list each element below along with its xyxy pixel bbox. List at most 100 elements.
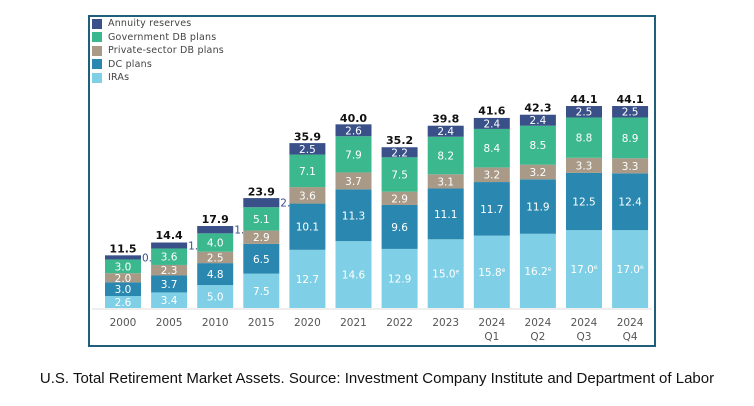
data-label: 7.1 xyxy=(299,166,316,178)
bar-segment-iras xyxy=(289,249,326,308)
legend-swatch xyxy=(92,32,102,43)
chart-frame-left xyxy=(88,15,90,347)
data-label: 3.6 xyxy=(299,190,316,202)
bar-segment-annuity-reserves xyxy=(335,124,372,137)
total-label: 11.5 xyxy=(109,242,136,255)
x-tick-label: Q1 xyxy=(484,331,499,343)
data-label: 2.5 xyxy=(207,252,224,264)
bar-segment-government-db-plans xyxy=(381,157,418,192)
bar-segment-iras xyxy=(612,230,649,308)
x-tick-label: 2024 xyxy=(525,317,552,329)
data-label: 8.2 xyxy=(437,150,454,162)
legend-item: Government DB plans xyxy=(92,31,224,45)
x-tick-label: 2022 xyxy=(386,317,413,329)
bar-segment-iras xyxy=(151,292,188,308)
data-label: 17.0e xyxy=(617,264,644,276)
bar-segment-iras xyxy=(519,233,556,308)
x-tick-label: 2015 xyxy=(248,317,275,329)
bar-segment-government-db-plans xyxy=(243,207,280,231)
bar-segment-annuity-reserves xyxy=(427,125,464,137)
data-label: 7.9 xyxy=(345,149,362,161)
total-label: 39.8 xyxy=(432,113,459,126)
bar-segment-private-sector-db-plans xyxy=(197,251,234,264)
legend-item: DC plans xyxy=(92,58,224,72)
bar-segment-private-sector-db-plans xyxy=(151,264,188,276)
legend: Annuity reserves Government DB plans Priva… xyxy=(92,17,224,85)
x-tick-label: Q2 xyxy=(530,331,545,343)
data-label: 9.6 xyxy=(391,222,408,234)
bar-segment-dc-plans xyxy=(473,182,510,236)
data-label: 16.2e xyxy=(524,266,551,278)
x-tick-label: 2024 xyxy=(478,317,505,329)
bar-segment-annuity-reserves xyxy=(151,242,188,249)
data-label: 15.0e xyxy=(432,269,459,281)
bar-segment-dc-plans xyxy=(612,173,649,231)
chart-caption: U.S. Total Retirement Market Assets. Sou… xyxy=(39,370,715,387)
x-tick-label: Q3 xyxy=(577,331,592,343)
bar-segment-private-sector-db-plans xyxy=(519,164,556,180)
x-tick-label: 2023 xyxy=(432,317,459,329)
data-label: 8.5 xyxy=(530,140,547,152)
bar-segment-iras xyxy=(197,285,234,308)
legend-label: Government DB plans xyxy=(108,31,217,43)
bar-segment-dc-plans xyxy=(243,243,280,274)
bar-segment-iras xyxy=(566,230,602,308)
chart-frame xyxy=(88,15,656,347)
bar-segment-government-db-plans xyxy=(335,136,372,173)
data-label: 3.3 xyxy=(622,161,639,173)
data-label: 15.8e xyxy=(478,267,505,279)
data-label: 7.5 xyxy=(253,286,270,298)
data-label: 3.7 xyxy=(345,176,362,188)
bar-segment-iras xyxy=(335,241,372,308)
data-label: 2.9 xyxy=(253,232,270,244)
bar-segment-private-sector-db-plans xyxy=(381,191,418,205)
x-tick-label: 2000 xyxy=(110,317,137,329)
total-label: 14.4 xyxy=(156,229,183,242)
bar-segment-annuity-reserves xyxy=(105,255,141,260)
bar-segment-private-sector-db-plans xyxy=(335,172,372,190)
bar-segment-private-sector-db-plans xyxy=(427,174,464,189)
bar-segment-iras xyxy=(427,239,464,308)
legend-label: DC plans xyxy=(108,58,153,70)
bar-segment-government-db-plans xyxy=(566,117,602,158)
bar-segment-private-sector-db-plans xyxy=(289,187,326,204)
total-label: 44.1 xyxy=(570,93,597,106)
legend-swatch xyxy=(92,59,102,70)
bar-segment-dc-plans xyxy=(197,263,234,286)
bar-segment-private-sector-db-plans xyxy=(566,157,602,173)
x-tick-label: 2024 xyxy=(617,317,644,329)
data-label: 10.1 xyxy=(296,222,319,234)
bar-segment-dc-plans xyxy=(289,203,326,250)
data-label: 3.0 xyxy=(115,261,132,273)
total-label: 17.9 xyxy=(202,213,229,226)
x-tick-label: Q4 xyxy=(623,331,638,343)
legend-swatch xyxy=(92,72,102,83)
bar-segment-annuity-reserves xyxy=(473,117,510,129)
data-label: 2.0 xyxy=(115,273,132,285)
total-label: 44.1 xyxy=(617,93,644,106)
legend-label: IRAs xyxy=(108,72,130,84)
legend-swatch xyxy=(92,18,102,29)
total-label: 42.3 xyxy=(524,101,551,114)
legend-label: Annuity reserves xyxy=(108,18,192,30)
bar-segment-annuity-reserves xyxy=(566,106,602,118)
legend-item: Private-sector DB plans xyxy=(92,44,224,58)
data-label: 3.2 xyxy=(483,170,500,182)
data-label: 2.9 xyxy=(391,193,408,205)
legend-item: IRAs xyxy=(92,71,224,85)
x-tick-label: 2020 xyxy=(294,317,321,329)
total-label: 23.9 xyxy=(248,186,275,199)
bar-segment-dc-plans xyxy=(566,172,602,231)
bar-segment-iras xyxy=(243,273,280,308)
bar-segment-annuity-reserves xyxy=(381,147,418,158)
data-label: 3.2 xyxy=(530,167,547,179)
bar-segment-government-db-plans xyxy=(427,136,464,175)
bar-segment-iras xyxy=(381,248,418,308)
data-label: 12.4 xyxy=(618,197,642,209)
chart-frame-top xyxy=(88,15,656,17)
bar-segment-government-db-plans xyxy=(289,154,326,188)
data-label: 11.7 xyxy=(480,204,503,216)
data-label: 2.2 xyxy=(391,147,408,159)
total-label: 35.9 xyxy=(294,131,321,144)
data-label: 2.5 xyxy=(576,107,593,119)
